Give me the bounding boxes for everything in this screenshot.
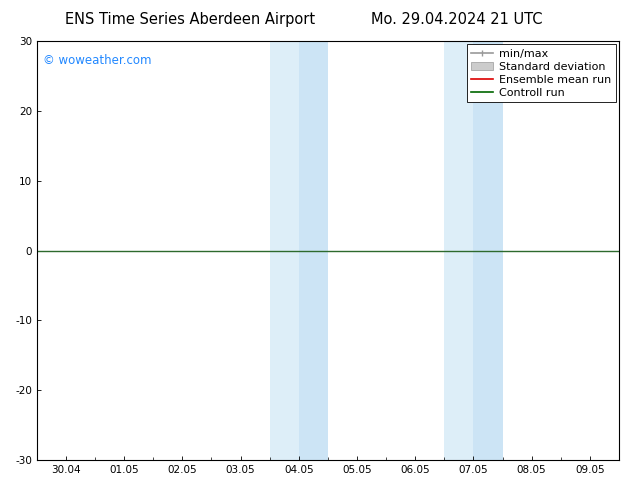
Text: © woweather.com: © woweather.com xyxy=(42,53,151,67)
Bar xyxy=(269,41,299,460)
Bar xyxy=(299,41,328,460)
Text: ENS Time Series Aberdeen Airport: ENS Time Series Aberdeen Airport xyxy=(65,12,315,27)
Bar xyxy=(444,41,474,460)
Bar xyxy=(474,41,503,460)
Text: Mo. 29.04.2024 21 UTC: Mo. 29.04.2024 21 UTC xyxy=(371,12,542,27)
Legend: min/max, Standard deviation, Ensemble mean run, Controll run: min/max, Standard deviation, Ensemble me… xyxy=(467,45,616,102)
